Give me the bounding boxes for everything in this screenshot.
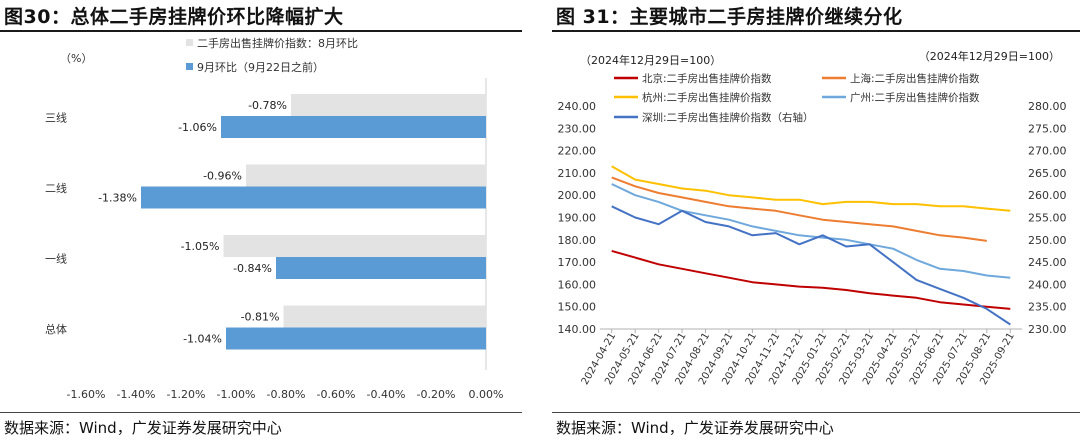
data-label: -0.96% (203, 170, 242, 183)
bar-september (221, 116, 486, 138)
y-right-tick-label: 275.00 (1028, 122, 1067, 135)
y-right-tick-label: 250.00 (1028, 234, 1067, 247)
bars: 三线 -0.78% -1.06% 二线 -0.96% -1.38% 一线 -1.05% -0.8… (45, 94, 486, 350)
y-left-tick-label: 200.00 (558, 189, 597, 202)
legend-swatch (186, 39, 193, 46)
data-label: -1.06% (178, 121, 217, 134)
series-line (611, 205, 1011, 326)
left-axis-note: （2024年12月29日=100） (580, 53, 721, 67)
unit-label: （%） (60, 52, 92, 65)
title-rule (0, 30, 522, 32)
y-left-tick-label: 180.00 (558, 234, 597, 247)
chart-title-left: 图30：总体二手房挂牌价环比降幅扩大 (4, 6, 344, 28)
legend: 二手房出售挂牌价指数：8月环比 9月环比（9月22日之前） (186, 36, 358, 74)
x-tick-label: -1.40% (117, 388, 156, 401)
category-label: 二线 (45, 181, 67, 195)
axis: -1.60% -1.40% -1.20% -1.00% -0.80% -0.60% -0.4… (67, 388, 504, 401)
source-note: 数据来源：Wind，广发证券发展研究中心 (4, 419, 282, 437)
legend-label: 上海:二手房出售挂牌价指数 (850, 72, 980, 85)
y-right-tick-label: 235.00 (1028, 301, 1067, 314)
bar-august (283, 305, 486, 328)
legend-label: 深圳:二手房出售挂牌价指数（右轴） (642, 111, 814, 124)
data-label: -1.04% (183, 333, 222, 346)
y-left-tick-label: 190.00 (558, 212, 597, 225)
y-left-tick-label: 240.00 (558, 100, 597, 113)
series-line (611, 183, 1011, 279)
y-left-tick-label: 140.00 (558, 323, 597, 336)
y-left-tick-label: 150.00 (558, 301, 597, 314)
bar-september (276, 257, 486, 279)
bar-august (246, 164, 486, 187)
category-label: 总体 (45, 322, 67, 336)
y-left-tick-label: 230.00 (558, 122, 597, 135)
y-right-tick-label: 240.00 (1028, 278, 1067, 291)
right-axis-note: （2024年12月29日=100） (919, 49, 1060, 63)
chart-title-right: 图 31：主要城市二手房挂牌价继续分化 (556, 6, 903, 28)
data-label: -0.78% (248, 99, 287, 112)
series-line (611, 165, 1011, 212)
legend-label: 杭州:二手房出售挂牌价指数 (642, 91, 772, 104)
y-right-tick-label: 255.00 (1028, 212, 1067, 225)
bar-chart: （%） 二手房出售挂牌价指数：8月环比 9月环比（9月22日之前） 三线 -0.78… (45, 36, 504, 401)
y-left-tick-label: 210.00 (558, 167, 597, 180)
chart-panel-left: 图30：总体二手房挂牌价环比降幅扩大 （%） 二手房出售挂牌价指数：8月环比 9月… (0, 0, 522, 446)
x-tick-label: -0.40% (367, 388, 406, 401)
data-label: -0.84% (233, 262, 272, 275)
legend-swatch (186, 63, 193, 70)
x-tick-label: -0.80% (267, 388, 306, 401)
x-tick-label: -1.20% (167, 388, 206, 401)
bar-september (226, 327, 486, 350)
line-chart: （2024年12月29日=100） （2024年12月29日=100） 北京:二… (558, 49, 1067, 387)
y-left-tick-label: 170.00 (558, 256, 597, 269)
x-tick-label: 0.00% (469, 388, 504, 401)
y-left-tick-label: 160.00 (558, 278, 597, 291)
legend-label: 广州:二手房出售挂牌价指数 (850, 91, 980, 104)
lines (611, 165, 1011, 326)
data-label: -0.81% (241, 311, 280, 324)
series-line (611, 249, 1011, 310)
y-right-tick-label: 265.00 (1028, 167, 1067, 180)
data-label: -1.38% (98, 192, 137, 205)
axes: 140.00 150.00 160.00 170.00 180.00 190.00 200.… (558, 100, 1067, 387)
y-right-tick-label: 280.00 (1028, 100, 1067, 113)
source-rule (0, 412, 522, 413)
series-line (611, 176, 987, 242)
y-right-tick-label: 260.00 (1028, 189, 1067, 202)
bar-september (141, 186, 486, 209)
y-right-tick-label: 230.00 (1028, 323, 1067, 336)
category-label: 一线 (45, 251, 67, 265)
legend-label: 9月环比（9月22日之前） (197, 60, 324, 74)
bar-august (291, 94, 486, 116)
source-note: 数据来源：Wind，广发证券发展研究中心 (556, 419, 834, 437)
x-tick-label: -1.00% (217, 388, 256, 401)
legend-label: 北京:二手房出售挂牌价指数 (642, 72, 772, 85)
y-left-tick-label: 220.00 (558, 145, 597, 158)
data-label: -1.05% (181, 240, 220, 253)
category-label: 三线 (45, 110, 67, 124)
source-rule (552, 412, 1080, 413)
y-right-tick-label: 245.00 (1028, 256, 1067, 269)
y-right-tick-label: 270.00 (1028, 145, 1067, 158)
title-rule (552, 30, 1080, 32)
x-tick-label: -0.60% (317, 388, 356, 401)
legend-label: 二手房出售挂牌价指数：8月环比 (197, 36, 358, 50)
x-tick-label: -1.60% (67, 388, 106, 401)
x-tick-label: -0.20% (417, 388, 456, 401)
chart-panel-right: 图 31：主要城市二手房挂牌价继续分化 （2024年12月29日=100） （2… (552, 0, 1080, 446)
bar-august (223, 235, 486, 257)
